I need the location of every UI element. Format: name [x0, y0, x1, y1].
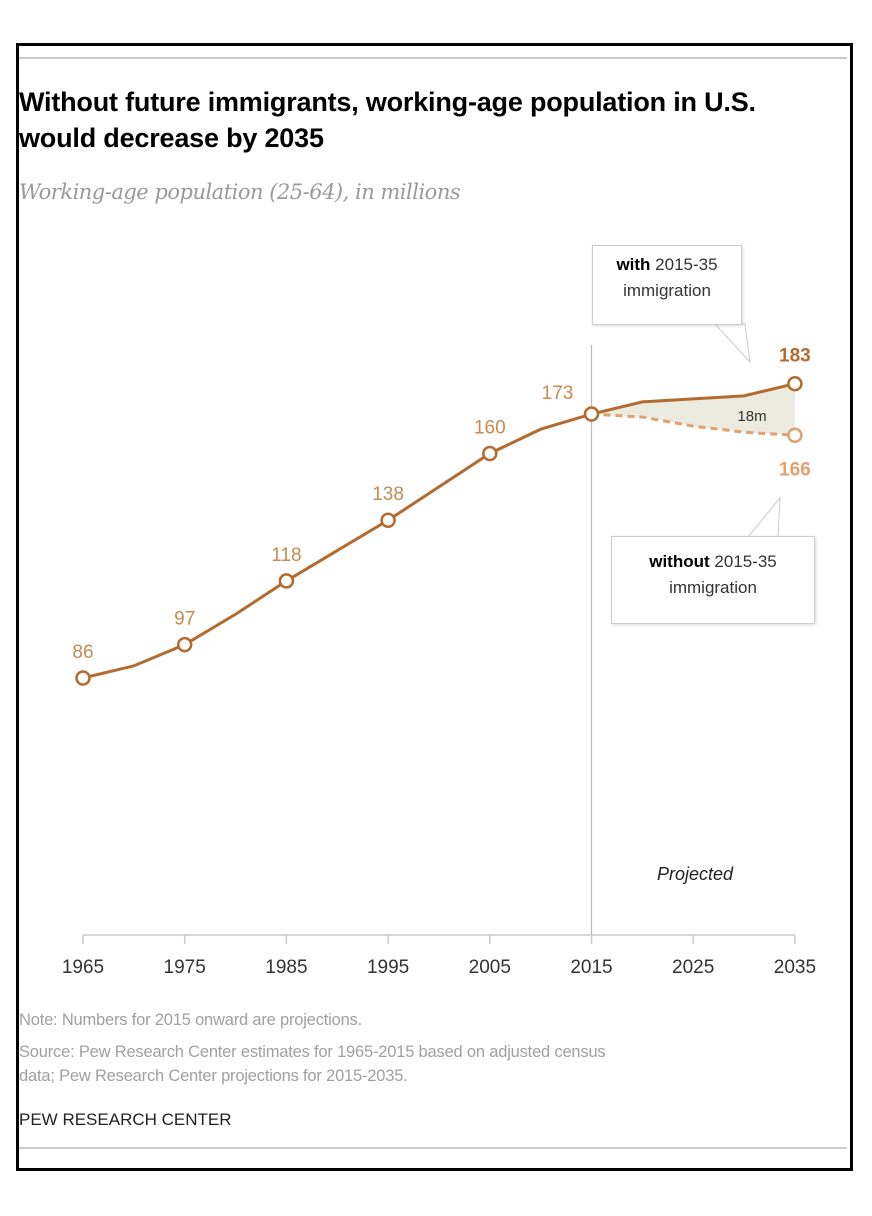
x-tick-label-1985: 1985: [265, 957, 307, 978]
gap-label: 18m: [737, 408, 766, 425]
callout-without-line2: immigration: [669, 578, 757, 597]
callout-without-bold: without: [649, 552, 710, 571]
data-label-97: 97: [174, 609, 195, 630]
data-label-160: 160: [474, 417, 506, 438]
projected-label: Projected: [657, 864, 734, 884]
data-point-2035-166: [787, 427, 803, 444]
data-label-138: 138: [372, 484, 404, 505]
data-point-1985-118: [278, 573, 295, 589]
brand-name: PEW RESEARCH CENTER: [19, 1110, 232, 1129]
x-tick-label-2015: 2015: [570, 957, 612, 978]
series-line-without-immigration: [591, 412, 795, 437]
data-point-2005-160: [482, 445, 498, 462]
data-label-173: 173: [542, 383, 574, 404]
chart-frame: [16, 43, 853, 1171]
callout-with-rest: 2015-35: [650, 255, 718, 274]
source-line-1: Source: Pew Research Center estimates fo…: [19, 1043, 606, 1061]
callout-with-bold: with: [616, 255, 651, 274]
top-divider: [19, 57, 847, 59]
x-tick-label-1975: 1975: [164, 957, 206, 978]
data-point-1965-86: [75, 670, 91, 686]
x-tick-label-2025: 2025: [672, 957, 714, 978]
x-tick-label-2005: 2005: [469, 957, 511, 978]
source-line-2: data; Pew Research Center projections fo…: [19, 1067, 408, 1085]
callout-without-rest: 2015-35: [709, 552, 777, 571]
bottom-divider: [19, 1147, 847, 1149]
data-label-183: 183: [779, 346, 811, 367]
note-text: Note: Numbers for 2015 onward are projec…: [19, 1011, 362, 1029]
data-label-118: 118: [271, 545, 301, 566]
chart-subtitle: Working-age population (25-64), in milli…: [19, 180, 461, 204]
chart-title: Without future immigrants, working-age p…: [19, 87, 756, 153]
callout-with-immigration: with 2015-35 immigration: [592, 245, 742, 325]
data-point-2035-183: [787, 375, 803, 392]
data-point-1975-97: [176, 636, 193, 653]
data-point-1995-138: [380, 512, 396, 528]
callout-with-pointer: [713, 323, 751, 364]
x-tick-label-1995: 1995: [367, 957, 409, 978]
callout-without-pointer: [746, 496, 781, 538]
x-tick-label-2035: 2035: [774, 957, 816, 978]
data-label-166: 166: [779, 459, 811, 480]
callout-without-immigration: without 2015-35 immigration: [611, 536, 815, 624]
data-label-86: 86: [72, 642, 93, 663]
series-line-with-immigration: [82, 382, 796, 680]
data-point-2015-173: [583, 406, 600, 422]
x-tick-label-1965: 1965: [62, 957, 104, 978]
callout-with-line2: immigration: [623, 281, 711, 300]
